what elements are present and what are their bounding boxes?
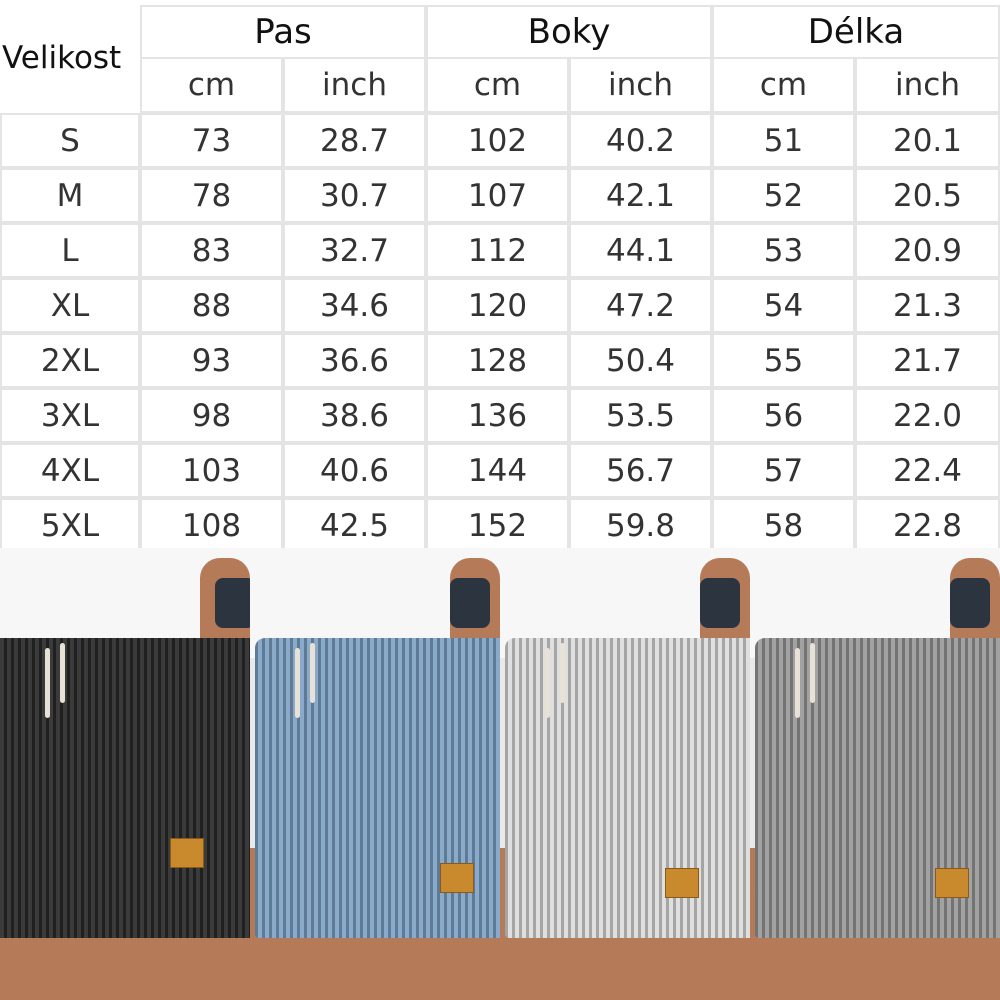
size-label: M bbox=[0, 168, 140, 223]
group-header-1: Boky bbox=[426, 5, 712, 59]
table-cell: 40.2 bbox=[569, 113, 712, 168]
table-cell: 53.5 bbox=[569, 388, 712, 443]
product-photo bbox=[0, 548, 1000, 1000]
watch-icon bbox=[450, 578, 490, 628]
table-cell: 73 bbox=[140, 113, 283, 168]
table-cell: 88 bbox=[140, 278, 283, 333]
watch-icon bbox=[950, 578, 990, 628]
size-chart-table: Velikost Pas cm inch Boky cm inch Délka cm inch S 7… bbox=[0, 5, 1000, 553]
table-cell: 59.8 bbox=[569, 498, 712, 553]
table-cell: 38.6 bbox=[283, 388, 426, 443]
table-cell: 56 bbox=[712, 388, 855, 443]
watch-icon bbox=[215, 578, 250, 628]
size-label: 5XL bbox=[0, 498, 140, 553]
size-label: 2XL bbox=[0, 333, 140, 388]
table-cell: 98 bbox=[140, 388, 283, 443]
table-cell: 36.6 bbox=[283, 333, 426, 388]
table-cell: 55 bbox=[712, 333, 855, 388]
table-cell: 128 bbox=[426, 333, 569, 388]
table-cell: 32.7 bbox=[283, 223, 426, 278]
size-header: Velikost bbox=[0, 5, 140, 111]
table-cell: 108 bbox=[140, 498, 283, 553]
table-cell: 44.1 bbox=[569, 223, 712, 278]
table-cell: 50.4 bbox=[569, 333, 712, 388]
size-label: S bbox=[0, 113, 140, 168]
table-cell: 22.8 bbox=[855, 498, 1000, 553]
table-cell: 144 bbox=[426, 443, 569, 498]
shorts-variant-0 bbox=[0, 548, 250, 1000]
shorts-variant-1 bbox=[250, 548, 500, 1000]
watch-icon bbox=[700, 578, 740, 628]
table-cell: 42.1 bbox=[569, 168, 712, 223]
table-cell: 20.9 bbox=[855, 223, 1000, 278]
shorts-variant-2 bbox=[500, 548, 750, 1000]
table-cell: 102 bbox=[426, 113, 569, 168]
table-cell: 120 bbox=[426, 278, 569, 333]
table-cell: 83 bbox=[140, 223, 283, 278]
unit-header: cm bbox=[426, 57, 569, 113]
table-cell: 152 bbox=[426, 498, 569, 553]
table-cell: 21.7 bbox=[855, 333, 1000, 388]
table-cell: 54 bbox=[712, 278, 855, 333]
table-cell: 40.6 bbox=[283, 443, 426, 498]
table-cell: 30.7 bbox=[283, 168, 426, 223]
size-label: L bbox=[0, 223, 140, 278]
table-cell: 53 bbox=[712, 223, 855, 278]
unit-header: cm bbox=[140, 57, 283, 113]
size-label: 3XL bbox=[0, 388, 140, 443]
table-cell: 22.0 bbox=[855, 388, 1000, 443]
table-cell: 47.2 bbox=[569, 278, 712, 333]
unit-header: inch bbox=[855, 57, 1000, 113]
table-cell: 57 bbox=[712, 443, 855, 498]
table-cell: 22.4 bbox=[855, 443, 1000, 498]
table-cell: 58 bbox=[712, 498, 855, 553]
table-cell: 78 bbox=[140, 168, 283, 223]
table-cell: 51 bbox=[712, 113, 855, 168]
shorts-variant-3 bbox=[750, 548, 1000, 1000]
table-cell: 107 bbox=[426, 168, 569, 223]
group-header-0: Pas bbox=[140, 5, 426, 59]
unit-header: inch bbox=[569, 57, 712, 113]
table-cell: 112 bbox=[426, 223, 569, 278]
table-cell: 34.6 bbox=[283, 278, 426, 333]
unit-header: cm bbox=[712, 57, 855, 113]
group-header-2: Délka bbox=[712, 5, 1000, 59]
table-cell: 56.7 bbox=[569, 443, 712, 498]
table-cell: 28.7 bbox=[283, 113, 426, 168]
table-cell: 103 bbox=[140, 443, 283, 498]
table-cell: 20.1 bbox=[855, 113, 1000, 168]
table-cell: 21.3 bbox=[855, 278, 1000, 333]
table-cell: 136 bbox=[426, 388, 569, 443]
table-cell: 42.5 bbox=[283, 498, 426, 553]
table-cell: 52 bbox=[712, 168, 855, 223]
table-cell: 93 bbox=[140, 333, 283, 388]
unit-header: inch bbox=[283, 57, 426, 113]
table-cell: 20.5 bbox=[855, 168, 1000, 223]
size-label: XL bbox=[0, 278, 140, 333]
size-label: 4XL bbox=[0, 443, 140, 498]
